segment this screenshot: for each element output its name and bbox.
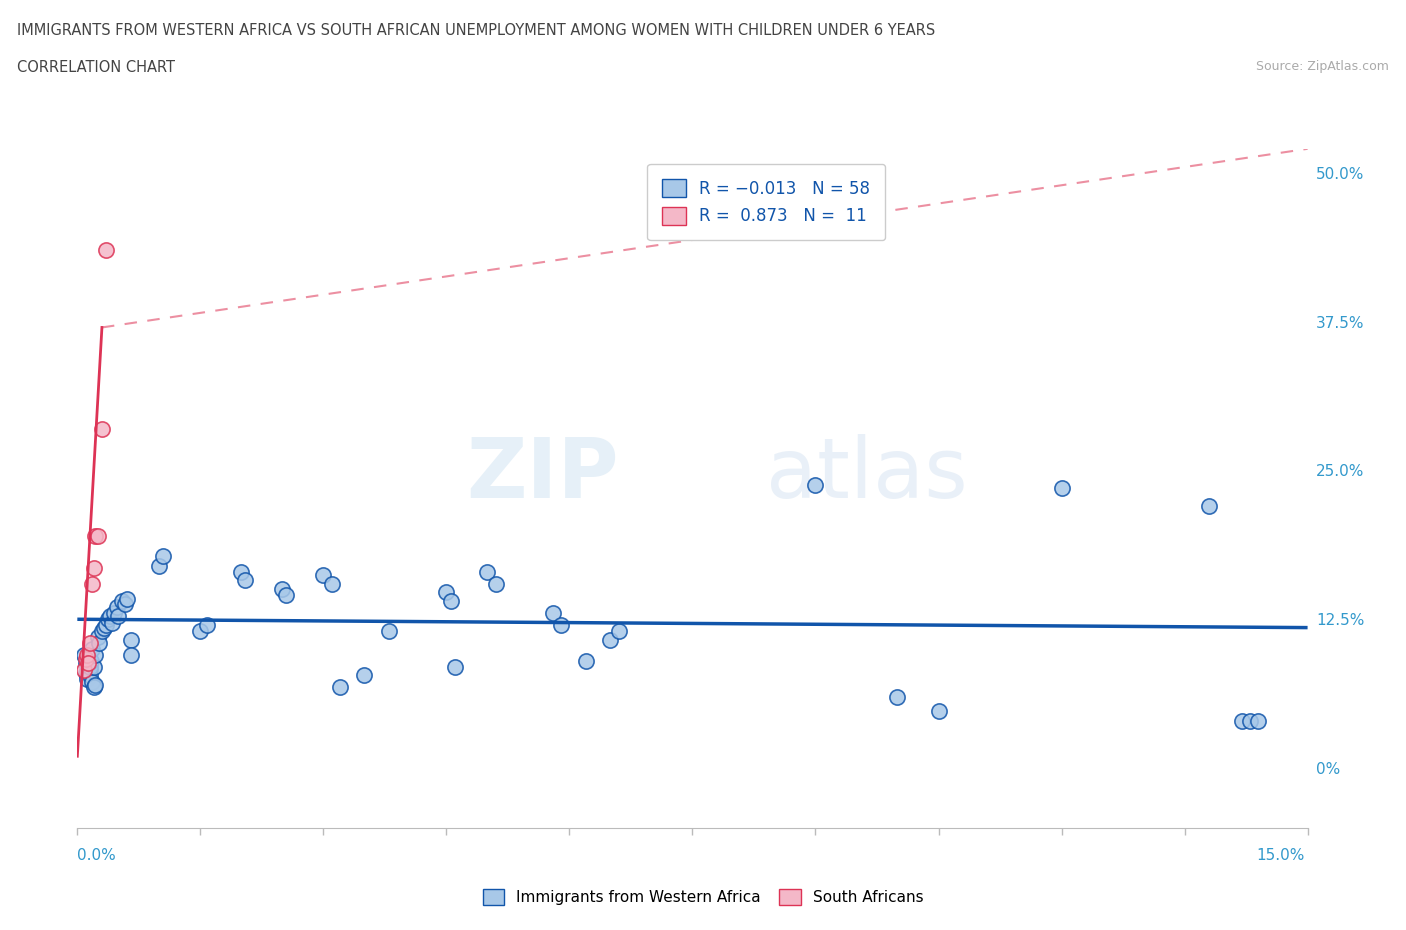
Point	[599, 632, 621, 647]
Point	[73, 663, 96, 678]
Text: Source: ZipAtlas.com: Source: ZipAtlas.com	[1256, 60, 1389, 73]
Point	[436, 584, 458, 599]
Point	[83, 659, 105, 674]
Point	[77, 656, 100, 671]
Point	[103, 605, 125, 620]
Point	[120, 632, 142, 647]
Point	[321, 576, 343, 591]
Text: atlas: atlas	[766, 434, 967, 515]
Point	[111, 594, 134, 609]
Point	[188, 624, 212, 639]
Point	[195, 618, 218, 632]
Point	[607, 624, 630, 639]
Point	[541, 605, 564, 620]
Point	[1050, 481, 1073, 496]
Point	[329, 680, 352, 695]
Point	[79, 659, 101, 674]
Point	[87, 528, 110, 543]
Point	[276, 588, 298, 603]
Point	[75, 656, 97, 671]
Point	[312, 567, 335, 582]
Point	[93, 620, 115, 635]
Point	[83, 680, 105, 695]
Point	[83, 561, 105, 576]
Point	[231, 565, 253, 579]
Point	[84, 528, 107, 543]
Point	[90, 624, 114, 639]
Point	[90, 421, 114, 436]
Point	[82, 576, 104, 591]
Point	[477, 565, 499, 579]
Point	[94, 243, 117, 258]
Point	[97, 612, 120, 627]
Point	[439, 594, 461, 609]
Point	[75, 666, 97, 681]
Point	[89, 635, 111, 650]
Point	[94, 618, 117, 632]
Point	[115, 591, 138, 606]
Point	[76, 647, 98, 662]
Point	[82, 642, 104, 657]
Point	[152, 549, 174, 564]
Text: 0.0%: 0.0%	[77, 848, 117, 863]
Point	[1247, 713, 1270, 728]
Point	[79, 668, 101, 683]
Point	[928, 703, 950, 718]
Point	[82, 675, 104, 690]
Y-axis label: Unemployment Among Women with Children Under 6 years: Unemployment Among Women with Children U…	[0, 281, 7, 696]
Point	[73, 647, 96, 662]
Legend: Immigrants from Western Africa, South Africans: Immigrants from Western Africa, South Af…	[477, 883, 929, 911]
Point	[886, 689, 908, 704]
Text: IMMIGRANTS FROM WESTERN AFRICA VS SOUTH AFRICAN UNEMPLOYMENT AMONG WOMEN WITH CH: IMMIGRANTS FROM WESTERN AFRICA VS SOUTH …	[17, 23, 935, 38]
Point	[1198, 498, 1220, 513]
Point	[485, 576, 508, 591]
Text: 15.0%: 15.0%	[1257, 848, 1305, 863]
Point	[443, 659, 465, 674]
Legend: R = −0.013   N = 58, R =  0.873   N =  11: R = −0.013 N = 58, R = 0.873 N = 11	[647, 164, 886, 241]
Point	[98, 608, 121, 623]
Point	[1230, 713, 1253, 728]
Point	[378, 624, 401, 639]
Point	[76, 671, 98, 686]
Point	[79, 662, 101, 677]
Point	[575, 654, 598, 669]
Point	[75, 651, 97, 666]
Point	[271, 582, 294, 597]
Point	[105, 600, 128, 615]
Point	[550, 618, 572, 632]
Text: CORRELATION CHART: CORRELATION CHART	[17, 60, 174, 75]
Point	[87, 630, 110, 644]
Point	[84, 677, 107, 692]
Point	[1239, 713, 1261, 728]
Point	[353, 668, 375, 683]
Point	[80, 654, 103, 669]
Point	[114, 596, 136, 611]
Point	[79, 635, 101, 650]
Text: ZIP: ZIP	[467, 434, 619, 515]
Point	[235, 573, 257, 588]
Point	[107, 608, 129, 623]
Point	[101, 616, 124, 631]
Point	[84, 647, 107, 662]
Point	[120, 647, 142, 662]
Point	[804, 477, 827, 492]
Point	[77, 651, 100, 666]
Point	[148, 558, 170, 573]
